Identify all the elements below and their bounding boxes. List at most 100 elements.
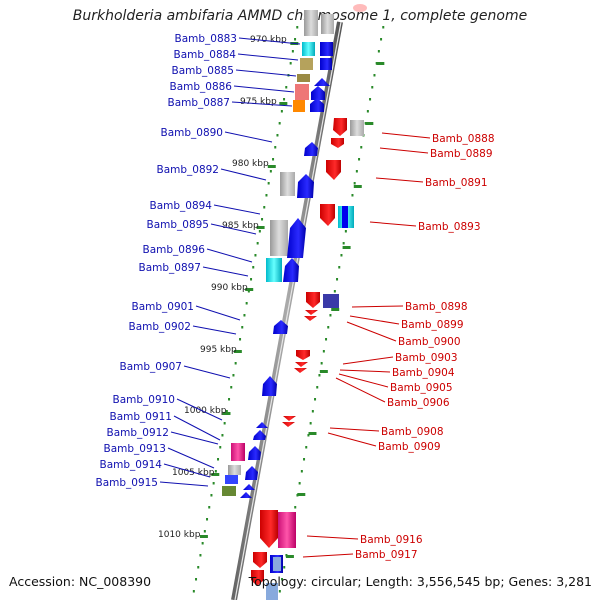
right-leader-line [349,315,400,325]
ruler-dot [278,590,281,593]
gene-box [270,220,288,256]
left-gene-label[interactable]: Bamb_0895 [146,219,209,231]
gene-box [278,512,296,548]
gene-box [228,465,241,475]
gene-box [350,120,364,136]
ruler-dot [210,494,213,497]
right-leader-line [369,221,417,227]
ruler-dot [225,410,228,413]
right-gene-label[interactable]: Bamb_0905 [390,382,453,394]
left-gene-label[interactable]: Bamb_0896 [142,244,205,256]
right-leader-line [338,373,389,388]
ruler-dot [258,230,261,233]
left-leader-line [220,168,267,181]
right-gene-label[interactable]: Bamb_0891 [425,177,488,189]
right-gene-label[interactable]: Bamb_0899 [401,319,464,331]
ruler-dot [373,74,376,77]
ruler-tick [376,62,385,65]
ruler-dot [272,158,275,161]
left-gene-label[interactable]: Bamb_0885 [171,65,234,77]
right-gene-label[interactable]: Bamb_0903 [395,352,458,364]
map-title: Burkholderia ambifaria AMMD chromosome 1… [72,8,528,24]
ruler-dot [230,386,233,389]
left-gene-label[interactable]: Bamb_0913 [103,443,166,455]
left-leader-line [237,53,299,61]
ruler-label: 1005 kbp [172,468,215,478]
left-leader-line [202,266,249,277]
ruler-dot [269,170,272,173]
ruler-dot [228,398,231,401]
left-gene-label[interactable]: Bamb_0887 [167,97,230,109]
right-gene-label[interactable]: Bamb_0893 [418,221,481,233]
gene-arrow [240,492,252,498]
ruler-dot [243,314,246,317]
left-gene-label[interactable]: Bamb_0892 [156,164,219,176]
left-gene-label[interactable]: Bamb_0894 [149,200,212,212]
ruler-dot [214,470,217,473]
gene-box [266,583,278,600]
right-gene-label[interactable]: Bamb_0909 [378,441,441,453]
left-gene-label[interactable]: Bamb_0883 [174,33,237,45]
ruler-dot [274,146,277,149]
right-gene-label[interactable]: Bamb_0906 [387,397,450,409]
left-gene-label[interactable]: Bamb_0897 [138,262,201,274]
ruler-dot [221,434,224,437]
ruler-dot [338,266,341,269]
ruler-tick [285,555,294,558]
reverse-genes [251,4,367,586]
ruler-dot [280,110,283,113]
right-gene-label[interactable]: Bamb_0900 [398,336,461,348]
left-gene-label[interactable]: Bamb_0915 [95,477,158,489]
ruler-dot [267,182,270,185]
gene-box [321,14,334,34]
ruler-dot [254,254,257,257]
right-gene-label[interactable]: Bamb_0898 [405,301,468,313]
left-gene-label[interactable]: Bamb_0890 [160,127,223,139]
right-gene-label[interactable]: Bamb_0904 [392,367,455,379]
left-gene-label[interactable]: Bamb_0884 [173,49,236,61]
right-gene-label[interactable]: Bamb_0908 [381,426,444,438]
ruler-dot [296,26,299,29]
ruler-dot [311,410,314,413]
ruler-dot [344,230,347,233]
gene-blob [353,4,367,12]
ruler-label: 1010 kbp [158,530,201,540]
gene-arrow [320,204,335,226]
ruler-tick [199,535,208,538]
chromosome-backbone-highlight [234,21,342,600]
left-gene-label[interactable]: Bamb_0901 [131,301,194,313]
left-gene-label[interactable]: Bamb_0914 [99,459,162,471]
ruler-dot [206,518,209,521]
ruler-dot [318,374,321,377]
left-gene-label[interactable]: Bamb_0907 [119,361,182,373]
left-gene-label[interactable]: Bamb_0910 [112,394,175,406]
gene-arrow [251,570,264,586]
right-leader-line [329,427,380,432]
gene-arrow [304,142,318,156]
right-gene-label[interactable]: Bamb_0889 [430,148,493,160]
left-leader-line [213,204,261,215]
ruler-tick [233,350,242,353]
ruler-dot [201,542,204,545]
ruler-tick [319,370,328,373]
left-leader-line [233,85,295,93]
right-leader-line [342,356,394,365]
left-gene-label[interactable]: Bamb_0886 [169,81,232,93]
ruler-dot [245,302,248,305]
left-leader-line [176,398,223,421]
gene-arrow [245,466,258,480]
right-leader-line [302,553,354,558]
right-gene-label[interactable]: Bamb_0917 [355,549,418,561]
left-gene-label[interactable]: Bamb_0912 [106,427,169,439]
accession-text: Accession: NC_008390 [9,574,152,589]
left-gene-label[interactable]: Bamb_0902 [128,321,191,333]
gene-box [280,172,295,196]
ruler-dot [276,134,279,137]
left-leader-line [231,101,293,107]
ruler-dot [329,314,332,317]
right-gene-label[interactable]: Bamb_0916 [360,534,423,546]
left-gene-label[interactable]: Bamb_0911 [109,411,172,423]
right-gene-label[interactable]: Bamb_0888 [432,133,495,145]
ruler-tick [297,493,306,496]
